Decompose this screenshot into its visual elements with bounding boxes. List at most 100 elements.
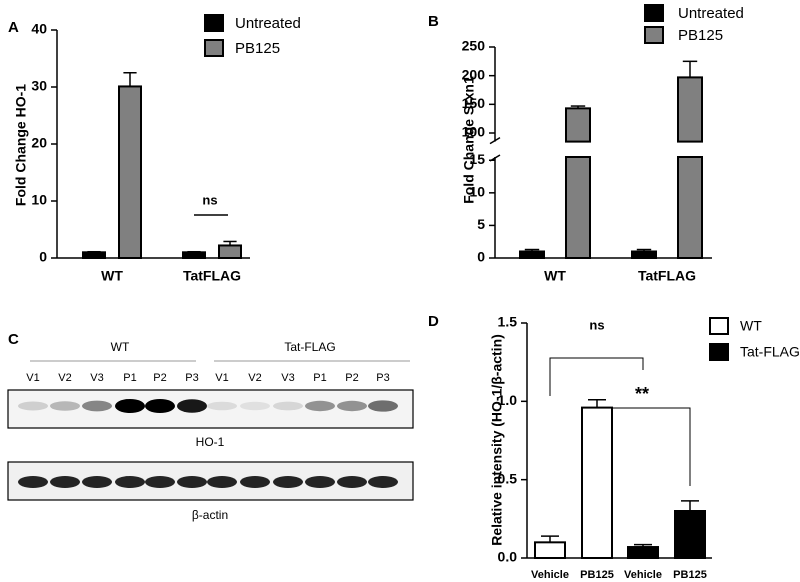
lane-label: V1 — [215, 372, 228, 384]
y-tick-label: 5 — [477, 216, 485, 232]
error-bar — [87, 250, 101, 253]
blot-band — [115, 476, 145, 488]
bracket — [549, 357, 644, 396]
x-tick-label: WT — [101, 268, 123, 284]
x-tick-label: Vehicle — [624, 569, 662, 581]
legend-label: WT — [740, 318, 762, 334]
y-tick-label: 0.5 — [498, 470, 518, 486]
bar-part — [581, 406, 613, 559]
legend-swatch — [644, 26, 664, 44]
legend-swatch — [709, 343, 729, 361]
error-bar — [681, 500, 699, 511]
bar — [182, 251, 206, 260]
blot-band — [145, 476, 175, 488]
bar-part — [631, 250, 657, 260]
lane-label: P3 — [376, 372, 389, 384]
error-bar — [588, 399, 606, 408]
annotation: ns — [589, 317, 604, 332]
legend-swatch — [709, 317, 729, 335]
y-tick-label: 200 — [462, 66, 486, 82]
panel-label: A — [8, 19, 19, 36]
y-tick-label: 40 — [31, 21, 47, 37]
panel-label: B — [428, 13, 439, 30]
blot-frame — [7, 389, 414, 429]
legend-label: Untreated — [678, 5, 744, 22]
bar-part — [534, 541, 566, 559]
blot-band — [177, 399, 207, 413]
y-tick-label: 150 — [462, 95, 486, 111]
blot-label: HO-1 — [196, 435, 225, 449]
blot-band — [207, 401, 237, 411]
blot-band — [337, 400, 367, 412]
bar — [627, 546, 659, 559]
bar — [674, 510, 706, 559]
error-bar — [541, 535, 559, 543]
y-tick-label: 0 — [477, 249, 485, 265]
blot-band — [18, 401, 48, 411]
bar-part — [565, 107, 591, 143]
bar — [565, 107, 591, 259]
bar-part — [674, 510, 706, 559]
y-tick-label: 1.0 — [498, 392, 518, 408]
blot-band — [177, 476, 207, 488]
bar-part — [218, 244, 242, 260]
blot-band — [305, 476, 335, 488]
legend-label: Untreated — [235, 15, 301, 32]
y-tick-label: 10 — [469, 184, 485, 200]
legend-swatch — [644, 4, 664, 22]
y-tick-label: 20 — [31, 135, 47, 151]
lane-label: V1 — [26, 372, 39, 384]
blot-band — [240, 401, 270, 411]
y-tick-label: 1.5 — [498, 314, 518, 330]
y-tick-label: 15 — [469, 151, 485, 167]
lane-label: P3 — [185, 372, 198, 384]
x-tick-label: Vehicle — [531, 569, 569, 581]
bar — [677, 76, 703, 259]
legend-label: PB125 — [678, 27, 723, 44]
x-tick-label: WT — [544, 268, 566, 284]
error-bar — [636, 248, 652, 252]
error-bar — [123, 72, 137, 87]
lane-label: V3 — [281, 372, 294, 384]
blot-band — [337, 476, 367, 488]
blot-band — [273, 476, 303, 488]
x-tick-label: TatFLAG — [638, 268, 696, 284]
blot-band — [115, 399, 145, 413]
y-tick-label: 0.0 — [498, 549, 518, 565]
blot-band — [368, 476, 398, 488]
y-axis-label: Fold Change HO-1 — [13, 84, 29, 206]
annotation: ns — [202, 192, 217, 207]
bar-part — [677, 156, 703, 259]
y-tick-label: 250 — [462, 38, 486, 54]
group-label: WT — [111, 340, 130, 354]
bar — [519, 250, 545, 260]
legend-swatch — [204, 14, 224, 32]
blot-band — [273, 401, 303, 411]
error-bar — [634, 543, 652, 548]
y-tick-label: 10 — [31, 192, 47, 208]
y-tick-label: 100 — [462, 124, 486, 140]
x-tick-label: PB125 — [673, 569, 707, 581]
blot-band — [145, 399, 175, 413]
lane-label: P1 — [123, 372, 136, 384]
y-axis-label: Fold Change Srxn1 — [461, 76, 477, 204]
blot-band — [18, 476, 48, 488]
bar-part — [182, 251, 206, 260]
blot-band — [50, 476, 80, 488]
error-bar — [570, 105, 586, 109]
bar-part — [519, 250, 545, 260]
x-tick-label: PB125 — [580, 569, 614, 581]
error-bar — [187, 250, 201, 253]
x-tick-label: TatFLAG — [183, 268, 241, 284]
bar — [118, 85, 142, 260]
y-axis-label: Relative intensity (HO-1/β-actin) — [489, 334, 505, 546]
bar-part — [82, 251, 106, 260]
error-bar — [223, 240, 237, 246]
bar — [631, 250, 657, 260]
blot-band — [207, 476, 237, 488]
blot-label: β-actin — [192, 508, 228, 522]
panel-label: D — [428, 313, 439, 330]
blot-band — [50, 401, 80, 411]
bar — [82, 251, 106, 260]
